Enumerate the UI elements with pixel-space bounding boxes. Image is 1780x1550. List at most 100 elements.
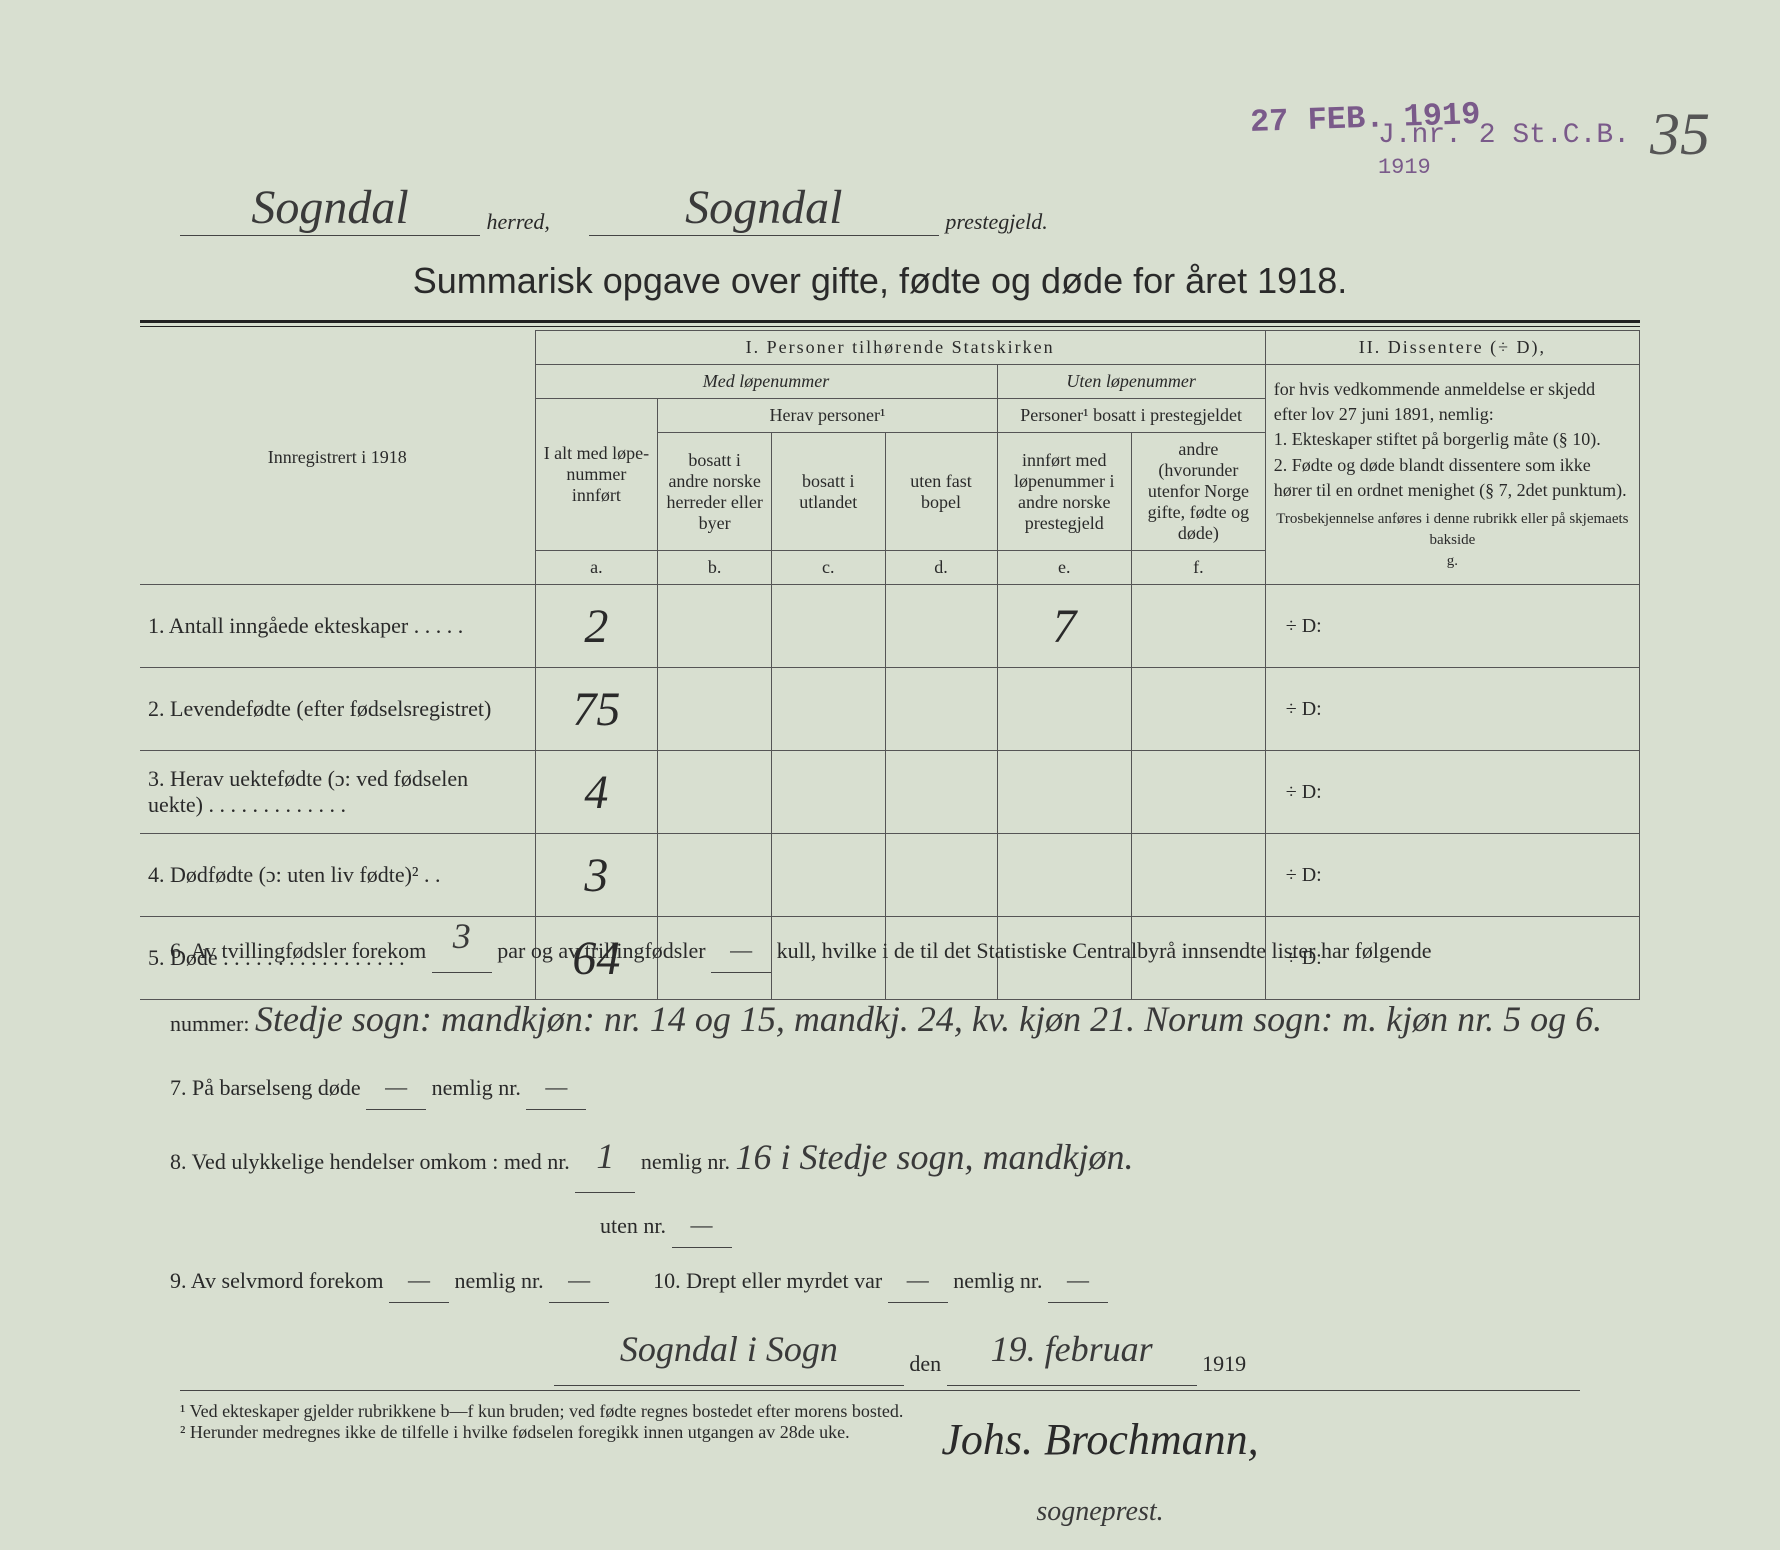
row3-c bbox=[772, 751, 886, 834]
innregistrert-label: Innregistrert i 1918 bbox=[140, 331, 535, 585]
line7-val2: — bbox=[526, 1065, 586, 1110]
line8-written: 16 i Stedje sogn, mandkjøn. bbox=[736, 1137, 1134, 1177]
line9-val2: — bbox=[549, 1258, 609, 1303]
row3-label: 3. Herav uektefødte (ɔ: ved fødselen uek… bbox=[140, 751, 535, 834]
col-f-header: andre (hvorunder utenfor Norge gifte, fø… bbox=[1132, 433, 1266, 551]
table-row: 2. Levendefødte (efter fødselsregistret)… bbox=[140, 668, 1640, 751]
line9-post: nemlig nr. bbox=[454, 1268, 543, 1293]
line6-mid: par og av trillingfødsler bbox=[497, 938, 705, 963]
row1-d bbox=[885, 585, 997, 668]
row1-f bbox=[1132, 585, 1266, 668]
line10-val2: — bbox=[1048, 1258, 1108, 1303]
row3-e bbox=[997, 751, 1132, 834]
row1-label: 1. Antall inngåede ekteskaper . . . . . bbox=[140, 585, 535, 668]
footnote-2: ² Herunder medregnes ikke de tilfelle i … bbox=[180, 1422, 1580, 1443]
prestegjeld-label: prestegjeld. bbox=[945, 209, 1047, 234]
line9-10: 9. Av selvmord forekom — nemlig nr. — 10… bbox=[170, 1258, 1630, 1303]
col-letter-b: b. bbox=[658, 551, 772, 585]
header-line: Sogndal herred, Sogndal prestegjeld. bbox=[180, 180, 1580, 236]
uten-lopenummer: Uten løpenummer bbox=[997, 365, 1265, 399]
col-letter-f: f. bbox=[1132, 551, 1266, 585]
line10-pre: 10. Drept eller myrdet var bbox=[653, 1268, 882, 1293]
line6-post: kull, hvilke i de til det Statistiske Ce… bbox=[777, 938, 1432, 963]
row2-e bbox=[997, 668, 1132, 751]
signature-line: Sogndal i Sogn den 19. februar 1919 bbox=[170, 1313, 1630, 1386]
col-letter-e: e. bbox=[997, 551, 1132, 585]
row2-a: 75 bbox=[535, 668, 658, 751]
prestegjeld-value: Sogndal bbox=[589, 180, 939, 236]
row3-a: 4 bbox=[535, 751, 658, 834]
line8-uten: uten nr. bbox=[600, 1213, 666, 1238]
col-letter-c: c. bbox=[772, 551, 886, 585]
row1-e: 7 bbox=[997, 585, 1132, 668]
dissenter-item2: 2. Fødte og døde blandt dissentere som i… bbox=[1274, 453, 1631, 503]
line8-uten-val: — bbox=[672, 1203, 732, 1248]
year-label: 1919 bbox=[1202, 1351, 1246, 1376]
col-a-header: I alt med løpe-nummer innført bbox=[535, 399, 658, 551]
ref-stamp: J.nr. 2 St.C.B. 1919 bbox=[1378, 120, 1630, 182]
row2-g: ÷ D: bbox=[1265, 668, 1639, 751]
footer-section: 6. Av tvillingfødsler forekom 3 par og a… bbox=[170, 900, 1630, 1550]
document-title: Summarisk opgave over gifte, fødte og dø… bbox=[80, 260, 1680, 302]
row2-d bbox=[885, 668, 997, 751]
line7-pre: 7. På barselseng døde bbox=[170, 1075, 361, 1100]
col-g-letter: g. bbox=[1274, 551, 1631, 572]
date-written: 19. februar bbox=[947, 1313, 1197, 1386]
location: Sogndal i Sogn bbox=[554, 1313, 904, 1386]
table-row: 3. Herav uektefødte (ɔ: ved fødselen uek… bbox=[140, 751, 1640, 834]
herred-value: Sogndal bbox=[180, 180, 480, 236]
row2-label: 2. Levendefødte (efter fødselsregistret) bbox=[140, 668, 535, 751]
year-stamp: 1919 bbox=[1378, 155, 1431, 180]
footnotes: ¹ Ved ekteskaper gjelder rubrikkene b—f … bbox=[180, 1390, 1580, 1443]
col-e-header: innført med løpenummer i andre norske pr… bbox=[997, 433, 1132, 551]
line8-mid: nemlig nr. bbox=[641, 1149, 730, 1174]
row3-b bbox=[658, 751, 772, 834]
col-b-header: bosatt i andre norske herreder eller bye… bbox=[658, 433, 772, 551]
line8-val1: 1 bbox=[575, 1120, 635, 1193]
den: den bbox=[909, 1351, 941, 1376]
line6-val2: — bbox=[711, 928, 771, 973]
rule bbox=[140, 320, 1640, 327]
ref-stamp-text: J.nr. 2 St.C.B. bbox=[1378, 120, 1630, 151]
row2-b bbox=[658, 668, 772, 751]
personer-bosatt: Personer¹ bosatt i prestegjeldet bbox=[997, 399, 1265, 433]
row1-c bbox=[772, 585, 886, 668]
line8: 8. Ved ulykkelige hendelser omkom : med … bbox=[170, 1120, 1630, 1193]
col-d-header: uten fast bopel bbox=[885, 433, 997, 551]
line9-pre: 9. Av selvmord forekom bbox=[170, 1268, 383, 1293]
herred-label: herred, bbox=[487, 209, 550, 234]
row1-a: 2 bbox=[535, 585, 658, 668]
line6-val1: 3 bbox=[432, 900, 492, 973]
herav-personer: Herav personer¹ bbox=[658, 399, 997, 433]
line8-pre: 8. Ved ulykkelige hendelser omkom : med … bbox=[170, 1149, 570, 1174]
line10-post: nemlig nr. bbox=[953, 1268, 1042, 1293]
col-letter-d: d. bbox=[885, 551, 997, 585]
row2-c bbox=[772, 668, 886, 751]
line6-written: Stedje sogn: mandkjøn: nr. 14 og 15, man… bbox=[255, 999, 1602, 1039]
row3-d bbox=[885, 751, 997, 834]
dissenter-text: for hvis vedkommende anmeldelse er skjed… bbox=[1265, 365, 1639, 585]
line6: 6. Av tvillingfødsler forekom 3 par og a… bbox=[170, 900, 1630, 973]
row2-f bbox=[1132, 668, 1266, 751]
section1-header: I. Personer tilhørende Statskirken bbox=[535, 331, 1265, 365]
table-row: 1. Antall inngåede ekteskaper . . . . . … bbox=[140, 585, 1640, 668]
med-lopenummer: Med løpenummer bbox=[535, 365, 997, 399]
line8b: uten nr. — bbox=[170, 1203, 1630, 1248]
line7: 7. På barselseng døde — nemlig nr. — bbox=[170, 1065, 1630, 1110]
footnote-1: ¹ Ved ekteskaper gjelder rubrikkene b—f … bbox=[180, 1401, 1580, 1422]
section2-header: II. Dissentere (÷ D), bbox=[1265, 331, 1639, 365]
dissenter-intro: for hvis vedkommende anmeldelse er skjed… bbox=[1274, 377, 1631, 427]
page-number: 35 bbox=[1650, 100, 1710, 169]
col-letter-a: a. bbox=[535, 551, 658, 585]
signature-title: sogneprest. bbox=[1036, 1496, 1163, 1527]
line7-val: — bbox=[366, 1065, 426, 1110]
row1-g: ÷ D: bbox=[1265, 585, 1639, 668]
dissenter-note: Trosbekjennelse anføres i denne rubrikk … bbox=[1274, 509, 1631, 551]
col-c-header: bosatt i utlandet bbox=[772, 433, 886, 551]
line10-val: — bbox=[888, 1258, 948, 1303]
line6b: nummer: Stedje sogn: mandkjøn: nr. 14 og… bbox=[170, 983, 1630, 1055]
row3-g: ÷ D: bbox=[1265, 751, 1639, 834]
line7-post: nemlig nr. bbox=[432, 1075, 521, 1100]
line9-val: — bbox=[389, 1258, 449, 1303]
row3-f bbox=[1132, 751, 1266, 834]
